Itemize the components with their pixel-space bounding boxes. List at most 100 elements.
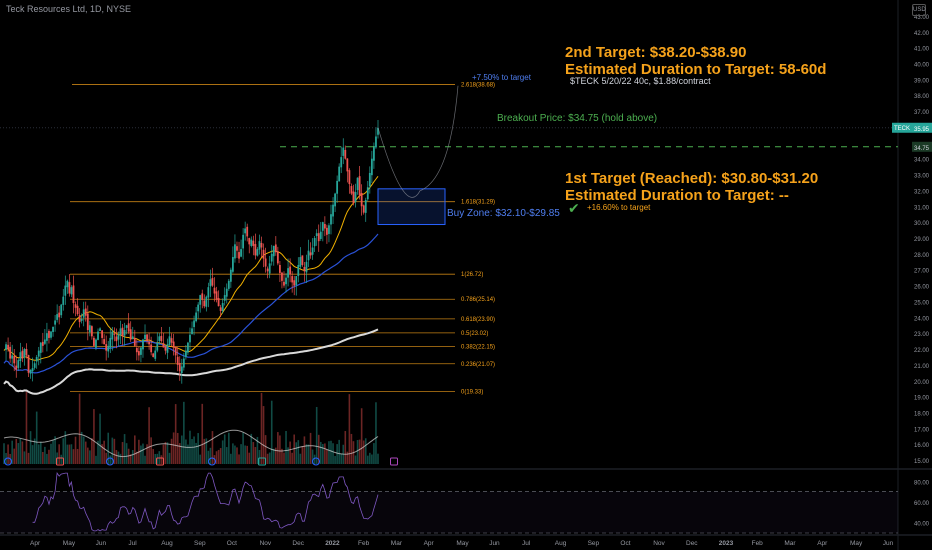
candle-body <box>5 344 7 350</box>
volume-bar <box>377 453 379 464</box>
volume-bar <box>322 443 324 464</box>
rsi-line <box>32 472 379 532</box>
volume-bar <box>33 438 36 464</box>
candle-body <box>170 338 173 343</box>
candle-body <box>125 325 128 328</box>
price-tick-label: 18.00 <box>914 411 930 417</box>
price-tick-label: 39.00 <box>914 78 930 84</box>
volume-bar <box>74 436 77 464</box>
candle-body <box>127 323 130 332</box>
volume-bar <box>362 440 365 464</box>
volume-bar <box>268 452 271 464</box>
volume-bar <box>23 451 26 464</box>
candle-body <box>295 276 298 286</box>
volume-bar <box>31 445 34 464</box>
volume-bar <box>13 448 16 464</box>
x-tick-label: Jul <box>128 540 137 547</box>
target2-duration-label: Estimated Duration to Target: 58-60d <box>565 61 827 78</box>
candle-body <box>289 266 292 275</box>
volume-bar <box>240 444 242 464</box>
volume-bar <box>336 444 338 464</box>
volume-bar <box>221 440 224 464</box>
candle-body <box>35 356 38 362</box>
breakout-price-tag <box>912 141 932 152</box>
volume-bar <box>174 404 177 464</box>
volume-bar <box>205 438 208 464</box>
buy-zone-label: Buy Zone: $32.10-$29.85 <box>447 208 560 219</box>
volume-bar <box>25 391 28 464</box>
price-tick-label: 16.00 <box>914 443 930 449</box>
volume-bar <box>160 455 163 464</box>
candle-body <box>152 353 155 357</box>
volume-bar <box>281 448 283 464</box>
candle-body <box>33 363 36 368</box>
fib-level-label: 0(19.33) <box>461 389 483 395</box>
buy-zone-box <box>377 188 446 226</box>
event-marker <box>4 457 12 466</box>
volume-bar <box>117 451 120 464</box>
candle-body <box>17 360 20 368</box>
candle-body <box>368 172 371 187</box>
volume-bar <box>176 432 179 464</box>
volume-bar <box>58 444 60 464</box>
volume-bar <box>80 431 83 464</box>
volume-bar <box>371 454 373 464</box>
volume-bar <box>354 455 357 464</box>
volume-bar <box>230 453 232 464</box>
price-tick-label: 32.00 <box>914 189 930 195</box>
currency-badge[interactable]: USD <box>912 4 926 16</box>
volume-bar <box>105 452 107 464</box>
volume-bar <box>311 449 314 464</box>
volume-bar <box>246 445 249 464</box>
candle-body <box>270 253 273 262</box>
candle-body <box>184 350 187 358</box>
volume-bar <box>244 445 246 464</box>
x-tick-label: 2022 <box>325 540 340 547</box>
volume-bar <box>136 451 138 464</box>
volume-bar <box>348 394 351 464</box>
candle-body <box>146 334 148 342</box>
price-tick-label: 27.00 <box>914 269 930 275</box>
candle-body <box>262 249 265 259</box>
candle-body <box>25 349 28 356</box>
candle-body <box>279 265 281 273</box>
price-tick-label: 19.00 <box>914 396 930 402</box>
volume-bar <box>256 436 259 464</box>
candle-body <box>13 356 16 364</box>
candle-body <box>88 325 91 333</box>
candle-body <box>7 344 9 350</box>
price-tick-label: 21.00 <box>914 364 930 370</box>
volume-bar <box>17 443 20 464</box>
last-price-tag <box>912 122 932 133</box>
volume-bar <box>238 454 240 464</box>
volume-bar <box>133 435 136 464</box>
price-tick-label: 25.00 <box>914 300 930 306</box>
volume-bar <box>369 452 371 464</box>
volume-bar <box>275 447 277 464</box>
price-tick-label: 31.00 <box>914 205 930 211</box>
candle-body <box>140 347 142 355</box>
fib-level-label: 0.5(23.02) <box>461 331 488 337</box>
volume-bar <box>42 452 44 464</box>
candle-body <box>207 287 210 298</box>
candle-body <box>276 251 279 264</box>
candle-body <box>326 227 328 235</box>
x-tick-label: Mar <box>784 540 796 547</box>
price-tick-label: 40.00 <box>914 63 930 69</box>
candle-body <box>234 244 236 259</box>
volume-bar <box>334 455 336 464</box>
candle-body <box>328 225 330 234</box>
candle-body <box>101 330 103 338</box>
volume-bar <box>360 408 363 464</box>
volume-bar <box>121 442 124 464</box>
volume-bar <box>358 439 361 464</box>
volume-bar <box>197 433 199 464</box>
candle-body <box>27 355 30 373</box>
candle-body <box>142 339 144 350</box>
volume-bar <box>103 440 105 464</box>
candle-body <box>217 298 220 307</box>
volume-bar <box>19 438 22 464</box>
volume-bar <box>183 401 185 464</box>
target1-label: 1st Target (Reached): $30.80-$31.20 <box>565 170 819 187</box>
